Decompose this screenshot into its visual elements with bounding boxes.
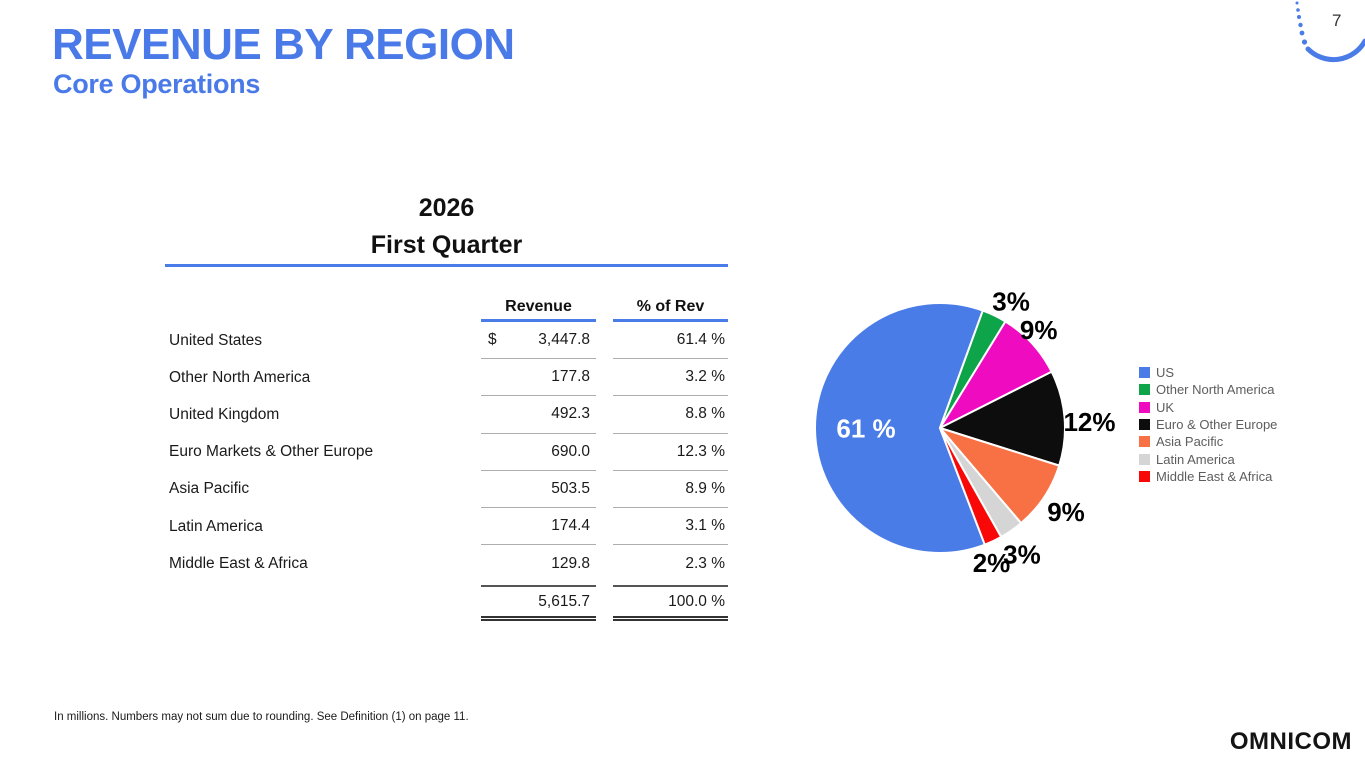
pct-value: 3.1 % bbox=[613, 508, 728, 546]
pie-slice-middle-east-and-africa bbox=[939, 427, 1003, 546]
legend-swatch-icon bbox=[1139, 436, 1150, 448]
pct-value: 12.3 % bbox=[613, 434, 728, 471]
corner-arc-decoration-icon bbox=[1295, 1, 1365, 63]
table-body: United States $3,447.8 61.4 % Other North A… bbox=[165, 322, 728, 582]
revenue-value: 129.8 bbox=[551, 554, 590, 572]
legend-label: UK bbox=[1156, 399, 1175, 415]
column-header-revenue: Revenue bbox=[481, 295, 596, 322]
row-label: Euro Markets & Other Europe bbox=[169, 443, 374, 461]
legend-label: Other North America bbox=[1156, 382, 1275, 398]
legend-item-asia-pacific: Asia Pacific bbox=[1139, 433, 1277, 450]
footnote: In millions. Numbers may not sum due to … bbox=[54, 711, 469, 723]
legend-swatch-icon bbox=[1139, 470, 1150, 482]
column-header-pct: % of Rev bbox=[613, 295, 728, 322]
revenue-value: $3,447.8 bbox=[481, 322, 596, 360]
legend-swatch-icon bbox=[1139, 367, 1150, 379]
pie-label-uk: 9% bbox=[1020, 315, 1058, 345]
pct-value: 61.4 % bbox=[613, 322, 728, 360]
legend-item-uk: UK bbox=[1139, 399, 1277, 416]
table-row-other-north-america: Other North America 177.8 3.2 % bbox=[165, 359, 728, 397]
total-pct-value: 100.0 % bbox=[613, 585, 728, 621]
pie-chart: 61 %3%9%12%9%3%2% bbox=[814, 287, 1116, 578]
table-row-united-states: United States $3,447.8 61.4 % bbox=[165, 322, 728, 360]
table-title-rule bbox=[165, 264, 728, 267]
row-label: Latin America bbox=[169, 517, 263, 535]
row-label: United States bbox=[169, 331, 263, 349]
legend-item-other-north-america: Other North America bbox=[1139, 381, 1277, 398]
table-row-asia-pacific: Asia Pacific 503.5 8.9 % bbox=[165, 471, 728, 508]
table-total-row: 5,615.7 100.0 % bbox=[165, 585, 728, 621]
pie-slice-us bbox=[814, 302, 986, 555]
revenue-value: 492.3 bbox=[481, 396, 596, 434]
legend-label: Middle East & Africa bbox=[1156, 468, 1273, 484]
row-label: Other North America bbox=[169, 368, 311, 386]
pct-value: 8.9 % bbox=[613, 471, 728, 508]
legend-item-euro-and-other-europe: Euro & Other Europe bbox=[1139, 416, 1277, 433]
legend-item-latin-america: Latin America bbox=[1139, 450, 1277, 467]
row-label: Asia Pacific bbox=[169, 480, 250, 498]
omnicom-logo: OMNICOM bbox=[1229, 728, 1352, 755]
pct-value: 3.2 % bbox=[613, 359, 728, 397]
table-header-row: Revenue % of Rev bbox=[165, 295, 728, 322]
table-row-latin-america: Latin America 174.4 3.1 % bbox=[165, 508, 728, 546]
legend-swatch-icon bbox=[1139, 419, 1150, 431]
table-row-euro-markets-and-other-europe: Euro Markets & Other Europe 690.0 12.3 % bbox=[165, 434, 728, 471]
table-period-heading: First Quarter bbox=[370, 231, 523, 259]
legend-swatch-icon bbox=[1139, 384, 1150, 396]
row-label: United Kingdom bbox=[169, 405, 280, 423]
table-year-heading: 2026 bbox=[418, 194, 475, 222]
pie-label-us: 61 % bbox=[836, 414, 895, 444]
pie-label-other-north-america: 3% bbox=[992, 287, 1030, 317]
legend-item-us: US bbox=[1139, 364, 1277, 381]
table-row-united-kingdom: United Kingdom 492.3 8.8 % bbox=[165, 396, 728, 434]
table-row-middle-east-and-africa: Middle East & Africa 129.8 2.3 % bbox=[165, 545, 728, 582]
legend-swatch-icon bbox=[1139, 453, 1150, 465]
revenue-value: 177.8 bbox=[481, 359, 596, 397]
currency-symbol: $ bbox=[488, 331, 497, 349]
pie-label-middle-east-and-africa: 2% bbox=[973, 548, 1011, 578]
chart-legend: US Other North America UK Euro & Other Euro… bbox=[1139, 364, 1277, 485]
row-label: Middle East & Africa bbox=[169, 554, 308, 572]
legend-label: Euro & Other Europe bbox=[1156, 417, 1278, 433]
pct-value: 2.3 % bbox=[685, 554, 725, 572]
revenue-value: 174.4 bbox=[481, 508, 596, 546]
revenue-value: 503.5 bbox=[481, 471, 596, 508]
legend-label: Latin America bbox=[1156, 451, 1235, 467]
pie-chart-area: 61 % 3% 9% 12% 9% 3% 2% bbox=[770, 265, 1120, 595]
pie-label-latin-america: 3% bbox=[1003, 540, 1041, 570]
pie-label-asia-pacific: 9% bbox=[1047, 497, 1085, 527]
pie-label-euro-and-other-europe: 12% bbox=[1063, 407, 1115, 437]
legend-label: US bbox=[1156, 365, 1175, 381]
page-title: REVENUE BY REGION bbox=[52, 20, 515, 69]
revenue-by-region-table: 2026 First Quarter Revenue % of Rev Unit… bbox=[165, 192, 728, 632]
legend-label: Asia Pacific bbox=[1156, 434, 1224, 450]
page-subtitle: Core Operations bbox=[53, 69, 261, 99]
page-number: 7 bbox=[1332, 11, 1342, 30]
revenue-value: 690.0 bbox=[481, 434, 596, 471]
pct-value: 8.8 % bbox=[613, 396, 728, 434]
legend-swatch-icon bbox=[1139, 401, 1150, 413]
total-revenue-value: 5,615.7 bbox=[481, 585, 596, 621]
pie-slice-euro-and-other-europe bbox=[939, 370, 1066, 467]
legend-item-middle-east-and-africa: Middle East & Africa bbox=[1139, 468, 1277, 485]
